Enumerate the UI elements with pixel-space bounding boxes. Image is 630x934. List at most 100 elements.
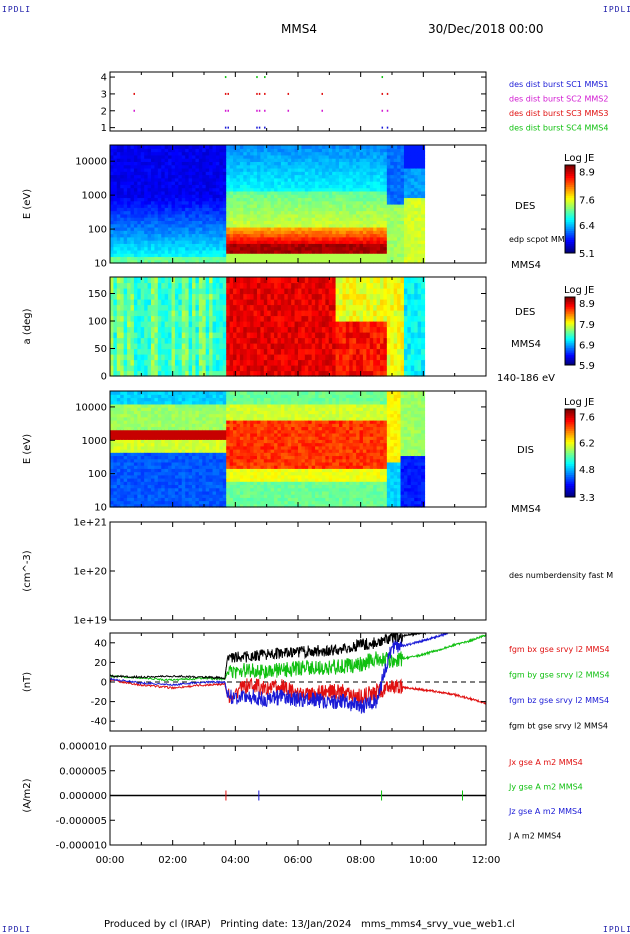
- current-legend-4: J A m2 MMS4: [508, 832, 561, 841]
- des-pitch-angle-colorbar-tick-1: 7.9: [579, 320, 595, 331]
- footer-printing-date: Printing date: 13/Jan/2024: [220, 919, 352, 930]
- corner-mark-bottom-left: IPDLI: [2, 925, 32, 934]
- dis-energy-colorbar-title: Log JE: [564, 397, 594, 408]
- des-pitch-angle-ytick-label-3: 0: [101, 372, 107, 383]
- burst-mark-sc3-5: [264, 92, 266, 95]
- des-energy-spectrogram: [110, 145, 426, 264]
- dis-energy-colorbar: [565, 409, 575, 498]
- burst-mark-sc1-6: [386, 126, 389, 129]
- burst-mark-sc4-0: [224, 76, 227, 79]
- fgm-series-1-line: [110, 678, 486, 705]
- des-energy-colorbar-tick-3: 5.1: [579, 249, 595, 260]
- fgm-ytick-label-2: 0: [101, 678, 107, 689]
- burst-mark-sc2-8: [381, 109, 384, 112]
- spacecraft-title: MMS4: [281, 22, 317, 36]
- des-pitch-angle-colorbar-title: Log JE: [564, 285, 594, 296]
- density-panel-frame: [109, 521, 487, 621]
- des-pitch-angle-ytick-label-0: 150: [88, 289, 107, 300]
- burst-mark-sc3-1: [224, 92, 227, 95]
- burst-legend-4: des dist burst SC4 MMS4: [509, 124, 608, 133]
- density-ytick-label-2: 1e+19: [73, 616, 107, 627]
- des-pitch-angle-colorbar: [565, 297, 575, 366]
- corner-mark-bottom-right: IPDLI: [603, 925, 630, 934]
- dis-energy-ytick-label-0: 10000: [75, 402, 107, 413]
- des-energy-ytick-label-2: 100: [88, 225, 107, 236]
- des-energy-instrument-label: DES: [515, 201, 535, 212]
- dis-energy-colorbar-tick-3: 3.3: [579, 493, 595, 504]
- des-pitch-angle-colorbar-frame: [564, 296, 576, 366]
- burst-mark-sc3-4: [258, 92, 261, 95]
- burst-ytick-label-0: 1: [101, 123, 107, 134]
- burst-mark-sc2-0: [133, 109, 135, 112]
- date-title: 30/Dec/2018 00:00: [428, 22, 544, 36]
- burst-mark-sc4-3: [381, 76, 384, 79]
- current-legend-2: Jy gse A m2 MMS4: [508, 783, 583, 792]
- current-ytick-label-0: 0.000010: [59, 742, 107, 753]
- time-axis-label-1: 02:00: [158, 855, 187, 866]
- burst-mark-sc3-3: [256, 92, 258, 95]
- dis-energy-instrument-label: DIS: [517, 445, 534, 456]
- des-energy-colorbar-tick-1: 7.6: [579, 195, 595, 206]
- fgm-ytick-label-1: 20: [94, 658, 107, 669]
- current-ytick-label-3: -0.000005: [56, 816, 107, 827]
- des-pitch-angle-ytick-label-1: 100: [88, 317, 107, 328]
- burst-mark-sc4-1: [256, 76, 258, 79]
- fgm-series-3-line: [110, 633, 453, 714]
- burst-ytick-label-1: 2: [101, 106, 107, 117]
- des-pitch-angle-ytick-label-2: 50: [94, 344, 107, 355]
- des-pitch-angle-colorbar-tick-0: 8.9: [579, 299, 595, 310]
- density-ytick-label-0: 1e+21: [73, 518, 107, 529]
- burst-legend-2: des dist burst SC2 MMS2: [509, 95, 608, 104]
- burst-legend-1: des dist burst SC1 MMS1: [509, 80, 608, 89]
- dis-energy-ylabel: E (eV): [22, 434, 33, 464]
- current-ylabel: (A/m2): [22, 778, 33, 812]
- dis-energy-colorbar-tick-2: 4.8: [579, 465, 595, 476]
- des-pitch-angle-colorbar-tick-3: 5.9: [579, 361, 595, 372]
- dis-energy-colorbar-frame: [564, 408, 576, 498]
- dis-energy-ytick-label-1: 1000: [82, 436, 107, 447]
- fgm-ytick-label-0: 40: [94, 638, 107, 649]
- des-energy-colorbar-tick-0: 8.9: [579, 167, 595, 178]
- current-ytick-label-4: -0.000010: [56, 841, 107, 852]
- time-axis-label-5: 10:00: [409, 855, 438, 866]
- dis-energy-ytick-label-3: 10: [94, 503, 107, 514]
- dis-energy-ytick-label-2: 100: [88, 469, 107, 480]
- burst-mark-sc1-2: [256, 126, 258, 129]
- des-pitch-angle-spectrogram: [110, 277, 426, 377]
- fgm-legend-1: fgm bx gse srvy l2 MMS4: [509, 645, 610, 654]
- des-energy-ylabel: E (eV): [22, 189, 33, 219]
- density-ytick-label-1: 1e+20: [73, 567, 107, 578]
- burst-mark-sc2-3: [256, 109, 258, 112]
- burst-mark-sc2-9: [386, 109, 389, 112]
- des-pitch-angle-sublabel: MMS4: [511, 339, 541, 350]
- burst-legend-3: des dist burst SC3 MMS3: [509, 109, 608, 118]
- des-energy-colorbar-title: Log JE: [564, 153, 594, 164]
- burst-mark-sc1-1: [227, 126, 229, 129]
- dis-energy-spectrogram: [110, 391, 426, 508]
- footer-config: mms_mms4_srvy_vue_web1.cl: [360, 919, 515, 930]
- burst-mark-sc2-2: [227, 109, 229, 112]
- footer-produced-by: Produced by cl (IRAP): [104, 919, 211, 930]
- des-pitch-angle-ylabel: a (deg): [22, 308, 33, 344]
- current-ytick-label-1: 0.000005: [59, 766, 107, 777]
- burst-ytick-label-3: 4: [101, 73, 107, 84]
- dis-energy-colorbar-tick-0: 7.6: [579, 412, 595, 423]
- burst-mark-sc3-0: [133, 92, 135, 95]
- fgm-series-2-line: [110, 634, 486, 682]
- burst-mark-sc2-7: [321, 109, 323, 112]
- des-pitch-angle-instrument-label: DES: [515, 307, 535, 318]
- time-axis-label-6: 12:00: [472, 855, 501, 866]
- des-energy-colorbar: [565, 165, 575, 254]
- burst-mark-sc2-5: [264, 109, 266, 112]
- des-energy-colorbar-frame: [564, 164, 576, 254]
- des-pitch-angle-bottom-label: 140-186 eV: [497, 373, 555, 384]
- burst-panel-frame: [109, 71, 487, 132]
- burst-mark-sc3-2: [227, 92, 229, 95]
- density-legend: des numberdensity fast M: [509, 571, 613, 580]
- des-pitch-angle-colorbar-tick-2: 6.9: [579, 340, 595, 351]
- burst-mark-sc4-2: [264, 76, 266, 79]
- burst-mark-sc3-8: [381, 92, 384, 95]
- burst-mark-sc3-6: [287, 92, 290, 95]
- burst-mark-sc2-4: [258, 109, 261, 112]
